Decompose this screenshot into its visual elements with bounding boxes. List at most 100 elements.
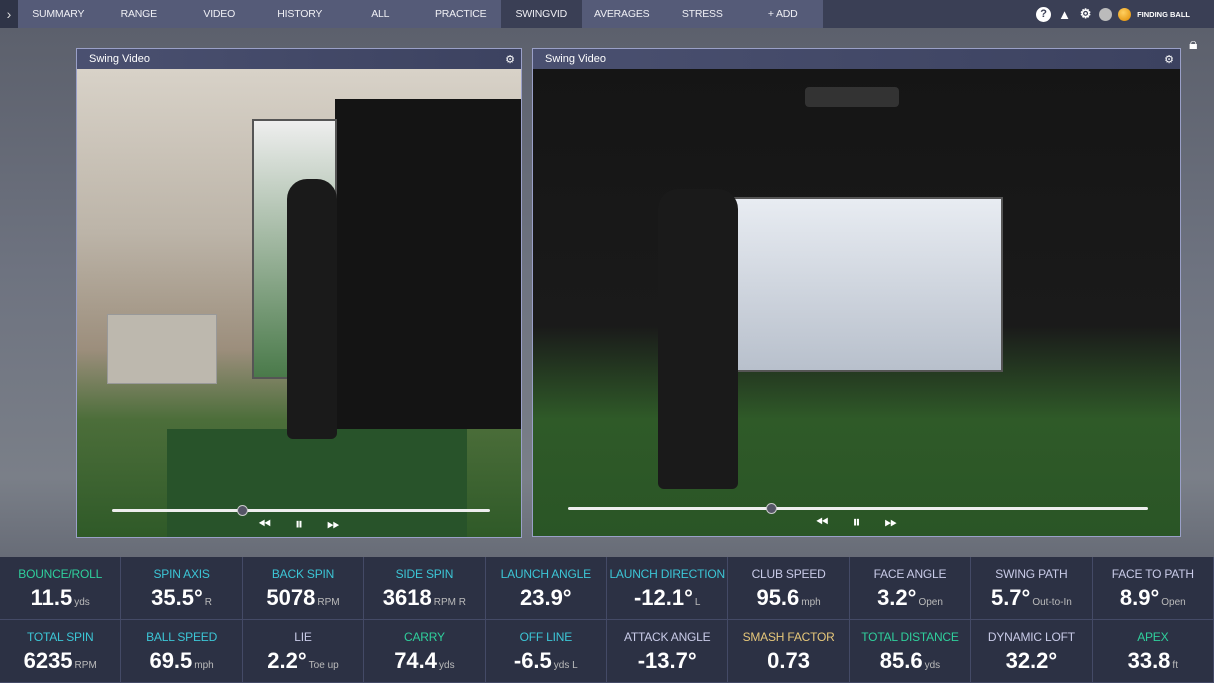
panel-title: Swing Video	[89, 53, 150, 65]
help-icon[interactable]: ?	[1036, 6, 1052, 22]
stat-smash-factor: SMASH FACTOR 0.73	[728, 620, 850, 683]
stat-value: -12.1°	[633, 585, 693, 610]
pause-button[interactable]: ⏸︎	[852, 514, 861, 531]
stat-club-speed: CLUB SPEED 95.6 mph	[728, 557, 850, 620]
stat-value: 2.2°	[267, 648, 307, 673]
stat-value: 8.9°	[1119, 585, 1160, 610]
stat-label: BALL SPEED	[146, 630, 218, 644]
stat-value: 3618	[382, 585, 432, 610]
stat-label: ATTACK ANGLE	[623, 630, 711, 644]
stat-label: TOTAL SPIN	[26, 630, 94, 644]
device-icon	[1099, 7, 1113, 21]
stat-unit: Open	[918, 597, 943, 608]
stat-value: 85.6	[879, 648, 923, 673]
stat-label: SPIN AXIS	[153, 567, 210, 581]
stat-unit: RPM	[74, 660, 97, 671]
tab-practice[interactable]: PRACTICE	[435, 8, 487, 20]
stat-unit: Toe up	[308, 660, 339, 671]
settings-icon[interactable]: ⚙	[505, 53, 515, 66]
stat-label: FACE ANGLE	[873, 567, 947, 581]
stat-total-spin: TOTAL SPIN 6235 RPM	[0, 620, 122, 683]
panel-title: Swing Video	[545, 53, 606, 65]
tab-summary[interactable]: SUMMARY	[32, 8, 85, 20]
seek-slider[interactable]	[766, 503, 777, 514]
stat-value: 95.6	[756, 585, 800, 610]
stat-unit: RPM	[317, 597, 340, 608]
tab-range[interactable]: RANGE	[120, 8, 158, 20]
pause-button[interactable]: ⏸︎	[294, 516, 303, 533]
rewind-button[interactable]: ⏪︎	[815, 514, 829, 531]
stat-label: LIE	[294, 630, 312, 644]
tab-history[interactable]: HISTORY	[277, 8, 323, 20]
stat-value: -13.7°	[637, 648, 697, 673]
gear-icon[interactable]: ⚙	[1079, 6, 1092, 21]
stat-total-distance: TOTAL DISTANCE 85.6 yds	[849, 620, 972, 683]
stat-bounce-roll: BOUNCE/ROLL 11.5 yds	[0, 557, 122, 620]
stat-value: 0.73	[767, 648, 810, 673]
tab-video[interactable]: VIDEO	[203, 8, 236, 20]
stat-value: 33.8	[1127, 648, 1171, 673]
video-frame[interactable]: ⏪︎ ⏸︎ ⏩︎	[533, 69, 1180, 536]
stat-side-spin: SIDE SPIN 3618 RPM R	[364, 557, 486, 620]
lock-icon[interactable]: 🔒︎	[1189, 36, 1198, 53]
stat-value: 5.7°	[990, 585, 1031, 610]
stat-launch-direction: LAUNCH DIRECTION -12.1° L	[607, 557, 729, 620]
stat-unit: RPM R	[433, 597, 466, 608]
tab-all[interactable]: ALL	[371, 8, 390, 20]
tab-stress[interactable]: STRESS	[681, 8, 723, 20]
expand-sidebar-button[interactable]: ›	[0, 0, 18, 28]
stat-spin-axis: SPIN AXIS 35.5° R	[121, 557, 243, 620]
stat-unit: Open	[1161, 597, 1186, 608]
stat-unit: yds	[924, 660, 941, 671]
stat-value: 35.5°	[151, 585, 203, 610]
video-frame[interactable]: ⏪︎ ⏸︎ ⏩︎	[77, 69, 521, 537]
shot-stats-grid: BOUNCE/ROLL 11.5 yds SPIN AXIS 35.5° R BACK SP…	[0, 557, 1214, 683]
stat-lie: LIE 2.2° Toe up	[242, 620, 365, 683]
stat-value: 6235	[23, 648, 73, 673]
stat-value: 69.5	[149, 648, 193, 673]
stat-off-line: OFF LINE -6.5 yds L	[485, 620, 607, 683]
stat-value: 5078	[266, 585, 316, 610]
stat-label: LAUNCH ANGLE	[500, 567, 591, 581]
tab-swingvid[interactable]: SWINGVID	[501, 0, 582, 28]
stat-dynamic-loft: DYNAMIC LOFT 32.2°	[971, 620, 1093, 683]
stat-label: CLUB SPEED	[751, 567, 826, 581]
stat-unit: yds L	[553, 660, 578, 671]
seek-slider[interactable]	[237, 505, 248, 516]
fast-forward-button[interactable]: ⏩︎	[327, 516, 340, 533]
stat-label: DYNAMIC LOFT	[987, 630, 1075, 644]
stat-label: FACE TO PATH	[1111, 567, 1194, 581]
stat-launch-angle: LAUNCH ANGLE 23.9°	[485, 557, 607, 620]
ball-status: FINDING BALL	[1137, 9, 1190, 19]
stat-carry: CARRY 74.4 yds	[364, 620, 486, 683]
stat-unit: L	[694, 597, 701, 608]
stat-label: SMASH FACTOR	[742, 630, 835, 644]
stat-unit: mph	[801, 597, 821, 608]
stat-label: LAUNCH DIRECTION	[609, 567, 725, 581]
stat-unit: R	[204, 597, 213, 608]
swing-video-panel-2: Swing Video ⚙ ⏪︎ ⏸︎ ⏩︎	[532, 48, 1181, 537]
fast-forward-button[interactable]: ⏩︎	[884, 514, 898, 531]
stat-ball-speed: BALL SPEED 69.5 mph	[121, 620, 243, 683]
warning-icon[interactable]: ▲	[1058, 6, 1072, 22]
stat-unit: Out-to-In	[1032, 597, 1072, 608]
stat-attack-angle: ATTACK ANGLE -13.7°	[607, 620, 729, 683]
stat-label: APEX	[1137, 630, 1169, 644]
stat-value: 3.2°	[877, 585, 917, 610]
stat-label: CARRY	[403, 630, 445, 644]
stat-back-spin: BACK SPIN 5078 RPM	[242, 557, 365, 620]
stat-unit: yds	[74, 597, 90, 608]
rewind-button[interactable]: ⏪︎	[258, 516, 271, 533]
stat-value: 23.9°	[519, 585, 572, 610]
stat-value: 74.4	[394, 648, 438, 673]
settings-icon[interactable]: ⚙	[1164, 53, 1174, 66]
tab-bar: SUMMARY RANGE VIDEO HISTORY ALL PRACTICE SWING…	[18, 0, 823, 28]
top-nav: › SUMMARY RANGE VIDEO HISTORY ALL PRACTICE SWI…	[0, 0, 1214, 28]
stat-value: 11.5	[30, 585, 73, 610]
tab-add[interactable]: + ADD	[767, 8, 798, 20]
tab-averages[interactable]: AVERAGES	[594, 8, 650, 20]
stat-label: BOUNCE/ROLL	[18, 567, 103, 581]
swing-video-panel-1: Swing Video ⚙ ⏪︎ ⏸︎ ⏩︎	[76, 48, 522, 538]
stat-face-to-path: FACE TO PATH 8.9° Open	[1092, 557, 1214, 620]
stat-value: -6.5	[513, 648, 552, 673]
